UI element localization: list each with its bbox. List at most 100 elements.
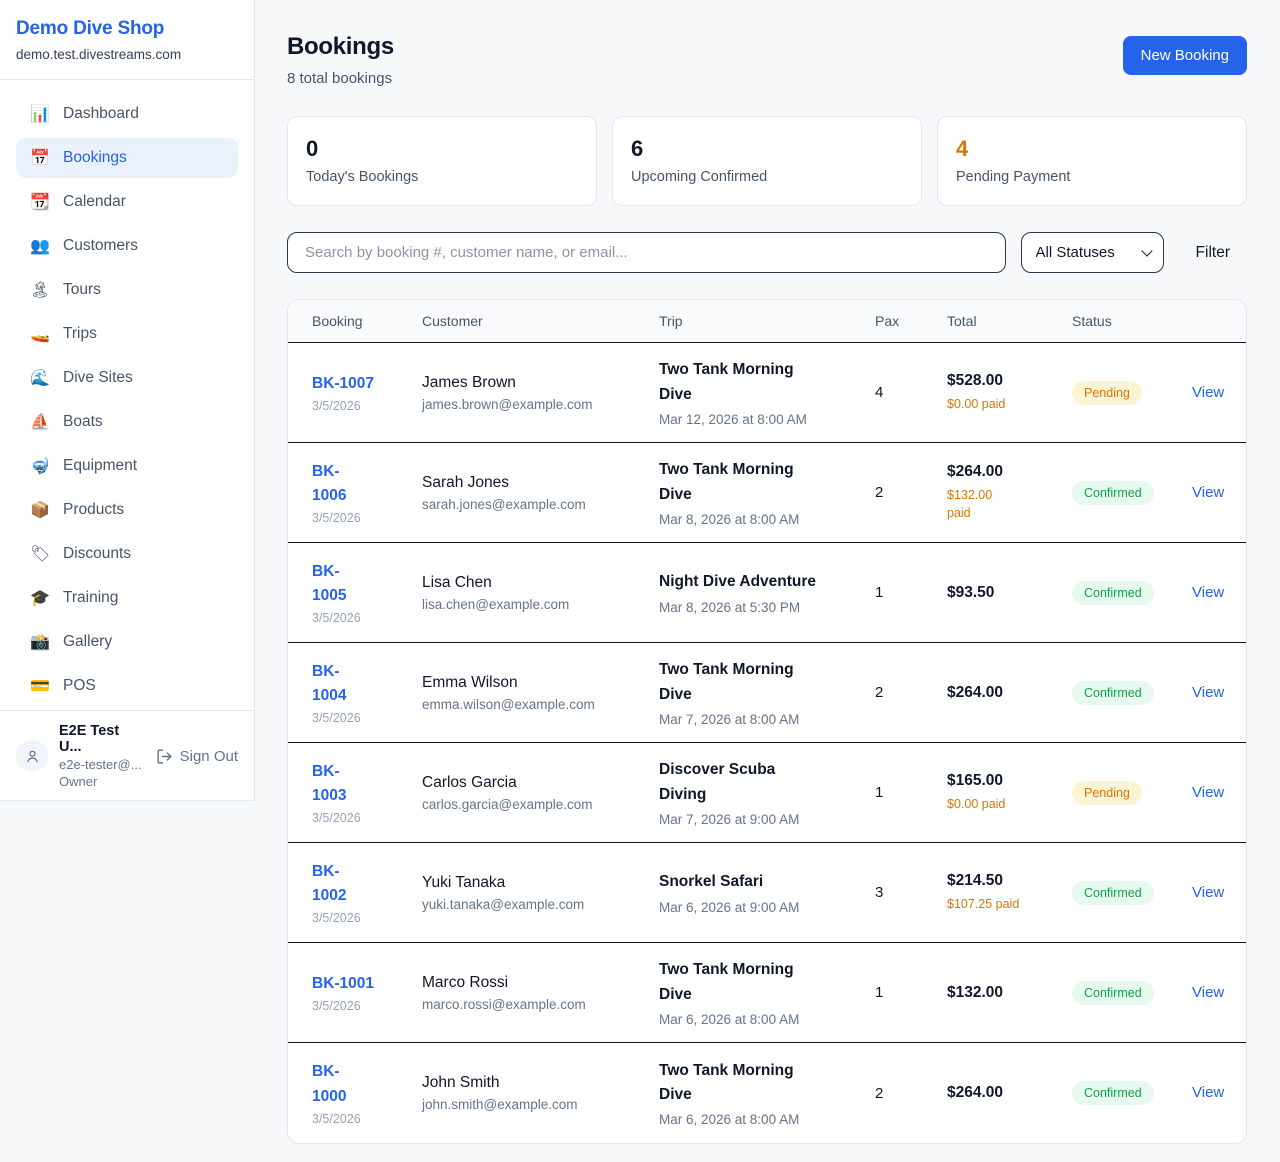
sign-out-label: Sign Out [179,747,238,765]
booking-date: 3/5/2026 [312,811,361,826]
total-amount: $132.00 [947,983,1004,1001]
sign-out-button[interactable]: Sign Out [156,748,238,765]
status-badge: Confirmed [1072,580,1154,605]
status-badge: Confirmed [1072,1081,1154,1105]
total-amount: $264.00 [947,462,1004,480]
sidebar-item-calendar[interactable]: 📆 Calendar [16,182,238,222]
pax-count: 2 [875,1084,884,1102]
table-row: BK-1007 3/5/2026 James Brown james.brown@ex… [288,343,1246,443]
booking-id-link[interactable]: BK- 1000 [312,1063,347,1105]
view-link[interactable]: View [1192,483,1225,501]
sidebar-item-label: Boats [63,413,103,430]
app-subdomain: demo.test.divestreams.com [16,47,182,62]
user-block: E2E Test U... e2e-tester@... Owner Sign … [0,710,254,801]
controls-row: All Statuses Filter [287,232,1247,273]
view-link[interactable]: View [1192,983,1225,1001]
status-badge: Confirmed [1072,480,1154,505]
status-badge: Pending [1072,780,1142,805]
sidebar-item-discounts[interactable]: 🏷 Discounts [16,534,238,574]
total-amount: $264.00 [947,683,1004,701]
booking-id-link[interactable]: BK- 1002 [312,862,347,904]
trip-datetime: Mar 6, 2026 at 8:00 AM [659,1112,800,1128]
pax-count: 4 [875,384,884,401]
search-input[interactable] [287,232,1006,273]
trip-datetime: Mar 8, 2026 at 5:30 PM [659,599,801,615]
person-icon [26,750,38,762]
sidebar-item-gallery[interactable]: 📸 Gallery [16,622,238,662]
booking-id-link[interactable]: BK- 1004 [312,662,347,704]
page-header: Bookings 8 total bookings New Booking [287,33,1247,87]
booking-id-link[interactable]: BK-1007 [312,374,375,392]
wave-icon: 🌊 [30,370,50,387]
sidebar-item-equipment[interactable]: 🤿 Equipment [16,446,238,486]
sidebar-item-pos[interactable]: 💳 POS [16,666,238,706]
stat-card: 0 Today's Bookings [287,116,597,206]
user-meta: E2E Test U... e2e-tester@... Owner [59,723,145,789]
sidebar-item-label: Products [63,501,125,518]
booking-id-link[interactable]: BK- 1006 [312,462,347,504]
user-email: e2e-tester@... [59,757,142,772]
booking-id-link[interactable]: BK- 1003 [312,762,347,804]
paid-amount: $107.25 paid [947,896,1020,911]
sidebar-item-boats[interactable]: ⛵ Boats [16,402,238,442]
status-filter-select[interactable]: All Statuses [1020,232,1164,273]
view-link[interactable]: View [1192,383,1225,401]
bar-chart-icon: 📊 [30,106,50,123]
stat-card: 6 Upcoming Confirmed [612,116,922,206]
sidebar-item-customers[interactable]: 👥 Customers [16,226,238,266]
sidebar-nav: 📊 Dashboard 📅 Bookings 📆 Calendar 👥 Customers 🏝 T… [0,80,254,710]
stat-card: 4 Pending Payment [937,116,1247,206]
island-icon: 🏝 [30,282,51,299]
pax-count: 2 [875,484,884,501]
sidebar-item-label: Trips [63,325,97,342]
bookings-table: Booking Customer Trip Pax Total Status BK-100… [287,299,1247,1144]
filter-button[interactable]: Filter [1195,243,1230,261]
user-role: Owner [59,774,98,789]
table-row: BK- 1002 3/5/2026 Yuki Tanaka yuki.tanaka@ex… [288,843,1246,943]
view-link[interactable]: View [1192,683,1225,701]
view-link[interactable]: View [1192,1084,1225,1101]
sidebar-item-bookings[interactable]: 📅 Bookings [16,138,238,178]
sidebar-item-dashboard[interactable]: 📊 Dashboard [16,94,238,134]
booking-id-link[interactable]: BK- 1005 [312,562,347,604]
trip-datetime: Mar 7, 2026 at 8:00 AM [659,711,800,727]
tear-calendar-icon: 📆 [30,194,50,211]
booking-date: 3/5/2026 [312,511,361,526]
stat-label: Today's Bookings [306,169,419,185]
sidebar-item-products[interactable]: 📦 Products [16,490,238,530]
customer-name: Carlos Garcia [422,773,517,791]
logo-block: Demo Dive Shop demo.test.divestreams.com [0,0,254,80]
table-row: BK- 1005 3/5/2026 Lisa Chen lisa.chen@exampl… [288,543,1246,643]
page-title: Bookings [287,33,394,60]
paid-amount: $132.00 paid [947,487,993,520]
view-link[interactable]: View [1192,783,1225,801]
total-amount: $264.00 [947,1084,1004,1101]
view-link[interactable]: View [1192,583,1225,601]
customer-email: yuki.tanaka@example.com [422,896,585,912]
customer-name: Yuki Tanaka [422,873,506,891]
customer-name: Sarah Jones [422,473,510,491]
new-booking-button[interactable]: New Booking [1122,36,1247,75]
sidebar-item-training[interactable]: 🎓 Training [16,578,238,618]
sidebar-item-label: Gallery [63,633,113,650]
label-tag-icon: 🏷 [30,546,51,563]
booking-id-link[interactable]: BK-1001 [312,974,375,992]
sidebar-item-trips[interactable]: 🚤 Trips [16,314,238,354]
trip-name: Night Dive Adventure [659,573,817,591]
sidebar-item-dive-sites[interactable]: 🌊 Dive Sites [16,358,238,398]
table-row: BK- 1003 3/5/2026 Carlos Garcia carlos.garci… [288,743,1246,843]
trip-datetime: Mar 8, 2026 at 8:00 AM [659,511,800,527]
sidebar-item-tours[interactable]: 🏝 Tours [16,270,238,310]
table-row: BK- 1004 3/5/2026 Emma Wilson emma.wilson@ex… [288,643,1246,743]
trip-name: Two Tank Morning Dive [659,361,794,403]
table-body: BK-1007 3/5/2026 James Brown james.brown@ex… [288,343,1246,1143]
view-link[interactable]: View [1192,883,1225,901]
stat-value: 4 [956,136,969,161]
pax-count: 1 [875,784,884,801]
stat-label: Pending Payment [956,169,1071,185]
package-icon: 📦 [30,502,50,519]
trip-name: Two Tank Morning Dive [659,961,794,1003]
main-content: Bookings 8 total bookings New Booking 0 T… [255,0,1280,1144]
app-title: Demo Dive Shop [16,18,165,39]
table-header: Booking Customer Trip Pax Total Status [288,300,1246,343]
